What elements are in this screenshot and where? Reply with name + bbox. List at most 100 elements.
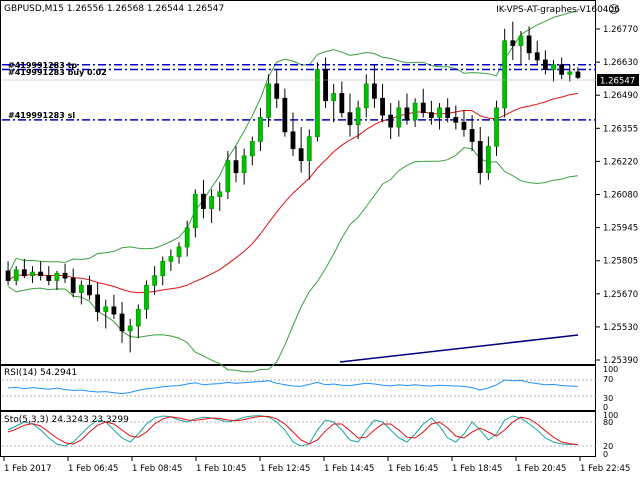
candle-body (380, 97, 385, 116)
price-axis-label: 1.26630 (603, 58, 638, 68)
main-chart-frame (0, 0, 596, 365)
candle-body (420, 102, 426, 114)
candle-body (396, 107, 402, 128)
candle-body (46, 275, 52, 281)
candle-body (103, 306, 109, 313)
candle-body (233, 160, 239, 174)
price-axis-label: 1.26770 (603, 25, 638, 35)
bollinger-upper-line (7, 10, 578, 275)
rsi-label: RSI(14) 54.2941 (4, 368, 78, 378)
candle-body (87, 284, 92, 296)
price-axis-label: 1.26490 (603, 91, 638, 101)
current-price-tag (597, 74, 639, 86)
time-axis-label: 1 Feb 08:45 (132, 464, 182, 474)
candle-body (502, 40, 508, 109)
price-axis-label: 1.25390 (603, 356, 638, 366)
smiley-icon[interactable]: ☺ (608, 3, 620, 16)
candle-body (453, 117, 459, 123)
time-axis-label: 1 Feb 06:45 (68, 464, 118, 474)
candle-body (551, 64, 556, 70)
stoch-signal-line (7, 415, 578, 446)
candle-body (347, 112, 353, 126)
candle-body (21, 269, 27, 277)
candle-body (542, 59, 548, 70)
candle-body (559, 64, 565, 75)
rsi-window-frame (0, 365, 596, 411)
order-label-buy: #419991283 buy 0.02 (8, 68, 107, 77)
rsi-line (8, 379, 578, 395)
stoch-axis-label: 100 (603, 411, 618, 420)
candle-body (152, 275, 158, 286)
stoch-label: Sto(5,3,3) 24.3243 23.3299 (4, 415, 129, 425)
symbol-header: GBPUSD,M15 1.26556 1.26568 1.26544 1.265… (4, 4, 225, 14)
candle-body (119, 313, 125, 332)
candle-body (241, 155, 247, 174)
candle-body (526, 35, 532, 54)
trend-line (339, 334, 579, 363)
candle-body (192, 193, 198, 229)
candle-body (160, 260, 166, 277)
order-label-sl: #419991283 sl (8, 111, 76, 120)
candle-body (95, 294, 101, 313)
candle-body (428, 112, 434, 118)
time-axis-label: 1 Feb 12:45 (260, 464, 310, 474)
candle-body (78, 284, 84, 293)
candle-body (5, 270, 11, 281)
candle-body (111, 306, 117, 315)
candle-body (249, 141, 255, 157)
candle-body (518, 35, 524, 46)
candle-body (567, 71, 573, 75)
candle-body (62, 272, 68, 279)
candle-body (282, 97, 288, 133)
candle-body (201, 193, 206, 209)
price-axis-label: 1.25530 (603, 323, 638, 333)
candle-body (510, 40, 516, 46)
price-axis-label: 1.25805 (603, 257, 638, 267)
current-price-label: 1.26547 (600, 77, 635, 87)
candle-body (144, 284, 149, 310)
candle-body (388, 114, 394, 128)
stoch-axis-label: 80 (603, 418, 613, 427)
moving-average-line (7, 92, 578, 294)
candle-body (404, 107, 410, 121)
time-axis-label: 1 Feb 16:45 (388, 464, 438, 474)
candle-body (485, 145, 491, 174)
candle-body (445, 107, 451, 118)
time-axis-label: 1 Feb 2017 (4, 464, 52, 474)
candle-body (168, 256, 174, 262)
candle-body (298, 148, 304, 162)
price-axis-label: 1.26080 (603, 191, 638, 201)
candle-body (30, 271, 35, 277)
rsi-axis-label: 30 (603, 394, 613, 403)
candle-body (266, 83, 271, 118)
candle-body (363, 83, 369, 109)
stoch-main-line (7, 415, 578, 447)
candle-body (54, 272, 60, 281)
candle-body (323, 69, 328, 102)
candle-body (70, 277, 76, 293)
candle-body (127, 325, 133, 332)
time-axis-label: 1 Feb 22:45 (580, 464, 630, 474)
rsi-axis-label: 0 (603, 403, 608, 412)
ea-label: IK-VPS-AT-graphes-V160406 (496, 5, 620, 15)
candle-body (534, 52, 540, 61)
time-axis-label: 1 Feb 10:45 (196, 464, 246, 474)
candle-body (461, 121, 467, 130)
candle-body (184, 227, 190, 248)
rsi-axis-label: 70 (603, 375, 613, 384)
price-axis-label: 1.26355 (603, 124, 638, 134)
price-axis-label: 1.26220 (603, 157, 638, 167)
candle-body (135, 308, 141, 327)
stoch-window-frame (0, 411, 596, 457)
candle-body (494, 107, 499, 147)
candle-body (477, 141, 483, 174)
price-axis-label: 1.25945 (603, 224, 638, 234)
candle-body (339, 93, 345, 114)
candle-body (331, 93, 337, 102)
candle-body (575, 71, 581, 78)
candle-body (372, 83, 377, 99)
candle-body (225, 160, 231, 193)
stoch-axis-label: 0 (603, 450, 608, 459)
